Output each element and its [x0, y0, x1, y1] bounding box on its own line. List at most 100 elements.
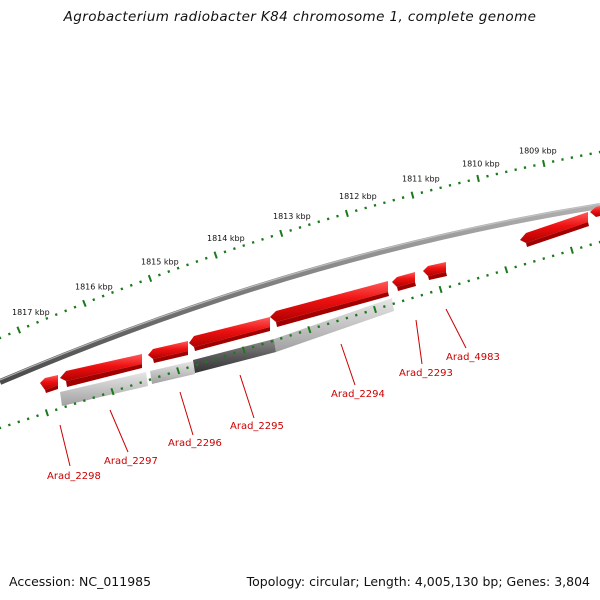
- minor-tick: [336, 214, 339, 218]
- minor-tick: [7, 423, 11, 427]
- gene-arrow-right-2[interactable]: [590, 206, 600, 217]
- minor-tick: [36, 414, 39, 418]
- cds-bar-arad-2296[interactable]: [150, 361, 195, 384]
- minor-tick: [139, 381, 143, 385]
- minor-tick: [261, 237, 264, 241]
- minor-tick: [429, 290, 433, 294]
- minor-tick: [167, 372, 171, 376]
- minor-tick: [533, 164, 536, 167]
- gene-label[interactable]: Arad_4983: [446, 352, 500, 363]
- gene-arrow-arad-2293[interactable]: [392, 272, 416, 291]
- accession-text: Accession: NC_011985: [9, 574, 152, 589]
- minor-tick: [570, 156, 574, 160]
- minor-tick: [486, 174, 489, 178]
- minor-tick: [448, 285, 452, 289]
- leader-line: [445, 308, 467, 349]
- gene-label-group[interactable]: Arad_2298: [47, 424, 101, 482]
- minor-tick: [129, 283, 133, 287]
- major-tick: [438, 285, 443, 294]
- minor-tick: [317, 220, 321, 224]
- gene-label-group[interactable]: Arad_2293: [399, 319, 453, 379]
- minor-tick: [7, 332, 11, 336]
- gene-label[interactable]: Arad_2298: [47, 471, 101, 482]
- minor-tick: [457, 282, 461, 286]
- minor-tick: [523, 262, 527, 266]
- minor-tick: [364, 310, 368, 314]
- gene-arrow-arad-4983[interactable]: [423, 262, 447, 280]
- gene-label-group[interactable]: Arad_2294: [331, 343, 385, 400]
- genome-title: Agrobacterium radiobacter K84 chromosome…: [63, 9, 537, 25]
- gene-arrow-arad-2296[interactable]: [148, 341, 188, 363]
- minor-tick: [26, 324, 30, 328]
- kbp-tick-label: 1814 kbp: [207, 234, 245, 243]
- minor-tick: [232, 247, 236, 251]
- leader-line: [59, 424, 71, 467]
- kbp-tick-label: 1810 kbp: [462, 159, 500, 168]
- gene-arrow-arad-2298[interactable]: [40, 375, 58, 393]
- minor-tick: [298, 331, 302, 334]
- major-tick: [410, 191, 415, 199]
- gene-label[interactable]: Arad_2293: [399, 368, 453, 379]
- major-tick: [16, 326, 22, 334]
- minor-tick: [204, 360, 208, 364]
- minor-tick: [579, 154, 583, 158]
- gene-label-group[interactable]: Arad_2297: [104, 409, 158, 467]
- minor-tick: [336, 319, 339, 323]
- leader-line: [415, 319, 423, 365]
- cds-bar-arad-2294[interactable]: [274, 298, 394, 352]
- gene-arrow-right-1[interactable]: [520, 212, 589, 247]
- minor-tick: [551, 254, 555, 258]
- minor-tick: [111, 290, 114, 294]
- minor-tick: [364, 206, 368, 210]
- kbp-tick-label: 1812 kbp: [339, 192, 377, 201]
- minor-tick: [186, 263, 189, 267]
- gene-label[interactable]: Arad_2294: [331, 389, 385, 400]
- minor-tick: [232, 351, 236, 355]
- major-tick: [241, 346, 246, 354]
- genome-summary-text: Topology: circular; Length: 4,005,130 bp…: [246, 574, 590, 589]
- minor-tick: [251, 345, 255, 349]
- outer-tick-track: [0, 150, 600, 340]
- gene-label-group[interactable]: Arad_2296: [168, 391, 222, 449]
- minor-tick: [204, 256, 208, 260]
- minor-tick: [289, 333, 293, 337]
- minor-tick: [523, 166, 527, 170]
- gene-label[interactable]: Arad_2296: [168, 438, 222, 449]
- major-tick: [279, 229, 284, 237]
- minor-tick: [326, 322, 330, 326]
- minor-tick: [101, 393, 105, 397]
- gene-arrow-arad-2297[interactable]: [60, 354, 142, 387]
- minor-tick: [411, 296, 414, 300]
- minor-tick: [148, 378, 152, 382]
- minor-tick: [129, 384, 133, 388]
- minor-tick: [54, 313, 58, 317]
- minor-tick: [467, 279, 471, 283]
- gene-label-group[interactable]: Arad_2295: [230, 374, 284, 432]
- gene-track: [40, 206, 600, 393]
- gene-label[interactable]: Arad_2297: [104, 456, 158, 467]
- leader-line: [340, 343, 356, 386]
- cds-bar-arad-2295[interactable]: [193, 339, 276, 373]
- minor-tick: [495, 271, 499, 275]
- minor-tick: [289, 228, 293, 232]
- gene-label[interactable]: Arad_2295: [230, 421, 284, 432]
- minor-tick: [392, 198, 396, 202]
- kbp-tick-label: 1811 kbp: [402, 175, 440, 184]
- gene-arrow-arad-2294[interactable]: [270, 281, 389, 327]
- minor-tick: [270, 339, 274, 343]
- major-tick: [213, 251, 218, 259]
- minor-tick: [345, 316, 349, 320]
- cds-bar-arad-2297[interactable]: [60, 372, 148, 406]
- minor-tick: [354, 209, 358, 213]
- minor-tick: [382, 305, 386, 309]
- gene-label-group[interactable]: Arad_4983: [445, 308, 500, 363]
- minor-tick: [467, 179, 471, 183]
- major-tick: [569, 246, 574, 254]
- minor-tick: [92, 396, 96, 400]
- gene-arrow-arad-2295[interactable]: [189, 317, 270, 351]
- minor-tick: [579, 246, 583, 250]
- minor-tick: [504, 170, 508, 174]
- minor-tick: [532, 259, 536, 263]
- kbp-tick-label: 1813 kbp: [273, 212, 311, 221]
- kbp-tick-label: 1816 kbp: [75, 282, 113, 291]
